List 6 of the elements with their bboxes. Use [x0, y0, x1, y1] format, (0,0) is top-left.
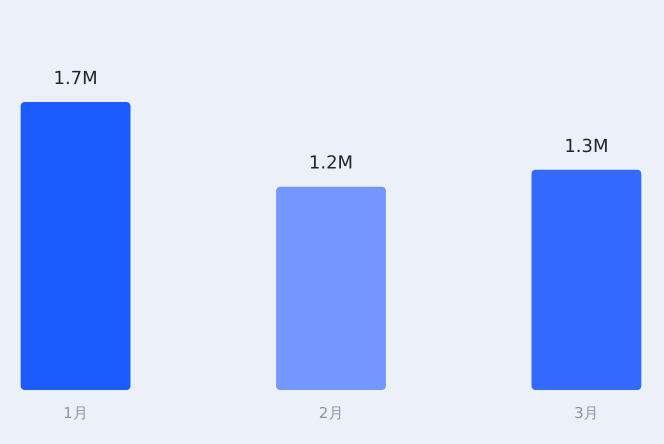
- x-tick-label: 2月: [318, 404, 344, 422]
- x-tick-label: 1月: [63, 404, 88, 422]
- data-label: 1.2M: [308, 152, 354, 174]
- x-tick-label: 3月: [574, 404, 599, 422]
- data-label: 1.3M: [564, 136, 608, 157]
- data-label: 1.7M: [54, 68, 98, 89]
